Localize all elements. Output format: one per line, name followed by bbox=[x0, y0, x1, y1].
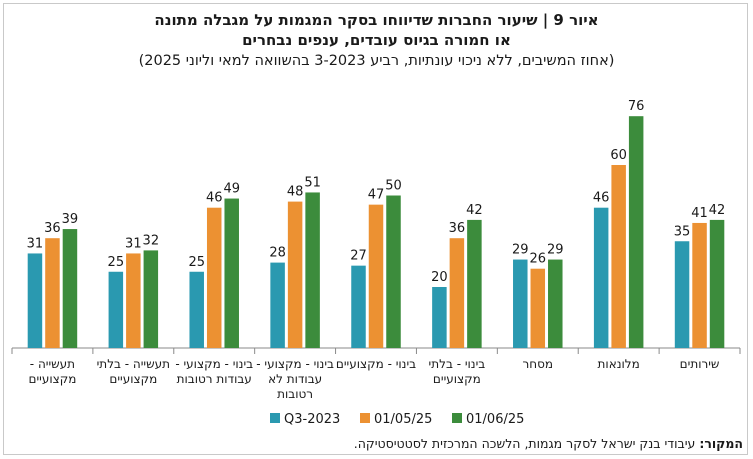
bar bbox=[108, 271, 124, 348]
data-label: 46 bbox=[206, 191, 223, 206]
legend-swatch bbox=[360, 413, 370, 423]
legend-label: 01/05/25 bbox=[374, 412, 432, 427]
data-label: 60 bbox=[610, 148, 627, 163]
bar bbox=[709, 219, 725, 348]
chart-subtitle: (אחוז המשיבים, ללא ניכוי עונתיות, רביע 3… bbox=[138, 53, 615, 69]
bar bbox=[351, 265, 366, 348]
category-label: מלונאות bbox=[598, 357, 640, 371]
bar bbox=[206, 207, 222, 348]
category-label: רטובות bbox=[277, 387, 313, 401]
data-label: 39 bbox=[62, 212, 79, 227]
bar bbox=[432, 287, 447, 348]
data-label: 46 bbox=[593, 191, 610, 206]
category-label: עבודות לא bbox=[268, 372, 322, 386]
data-label: 20 bbox=[431, 270, 448, 285]
category-label: מסחר bbox=[522, 357, 553, 371]
bar bbox=[386, 195, 401, 348]
legend-label: 01/06/25 bbox=[466, 412, 524, 427]
source-label: המקור: bbox=[699, 436, 743, 451]
data-label: 25 bbox=[188, 255, 205, 270]
bar bbox=[628, 116, 644, 348]
category-label: עבודות רטובות bbox=[177, 372, 252, 386]
legend-label: Q3-2023 bbox=[284, 412, 340, 427]
data-label: 32 bbox=[143, 233, 160, 248]
data-label: 35 bbox=[674, 224, 691, 239]
bar bbox=[126, 253, 141, 348]
category-label: מקצועיים bbox=[28, 372, 76, 386]
data-label: 31 bbox=[125, 236, 142, 251]
bar bbox=[611, 165, 626, 348]
category-label: מקצועיים bbox=[109, 372, 157, 386]
bar bbox=[27, 253, 43, 348]
data-label: 47 bbox=[368, 188, 385, 203]
bar bbox=[449, 238, 465, 348]
chart-frame bbox=[3, 3, 748, 455]
data-label: 50 bbox=[385, 179, 402, 194]
chart-title-line2: או חמורה בגיוס עובדים, ענפים נבחרים bbox=[242, 31, 511, 49]
category-label: בינוי - מקצועי - bbox=[175, 357, 253, 371]
category-label: מקצועיים bbox=[433, 372, 481, 386]
bar bbox=[548, 259, 563, 348]
bar bbox=[467, 219, 482, 348]
data-label: 49 bbox=[223, 182, 240, 197]
bar bbox=[45, 238, 60, 348]
data-label: 76 bbox=[628, 99, 645, 114]
data-label: 36 bbox=[44, 221, 61, 236]
bar bbox=[368, 204, 384, 348]
data-label: 28 bbox=[269, 246, 286, 261]
bar bbox=[305, 192, 320, 348]
data-label: 31 bbox=[27, 236, 44, 251]
category-label: בינוי - מקצועי - bbox=[256, 357, 334, 371]
bar bbox=[692, 222, 707, 348]
data-label: 29 bbox=[547, 243, 564, 258]
chart-title: איור 9 | שיעור החברות שדיווחו בסקר המגמו… bbox=[154, 11, 599, 29]
data-label: 27 bbox=[350, 249, 367, 264]
data-label: 42 bbox=[709, 203, 726, 218]
bar bbox=[593, 207, 609, 348]
bar bbox=[674, 241, 690, 348]
source-note: המקור: עיבודי בנק ישראל לסקר מגמות, הלשכ… bbox=[354, 436, 743, 451]
category-label: שירותים bbox=[680, 357, 720, 371]
bar bbox=[513, 259, 528, 348]
bar bbox=[189, 271, 204, 348]
bar bbox=[530, 268, 546, 348]
data-label: 42 bbox=[466, 203, 483, 218]
category-label: בינוי - בלתי bbox=[429, 357, 486, 371]
data-label: 26 bbox=[530, 252, 547, 267]
data-label: 48 bbox=[287, 185, 304, 200]
category-label: תעשייה - bbox=[30, 357, 75, 371]
data-label: 29 bbox=[512, 243, 529, 258]
bar bbox=[224, 198, 239, 348]
category-label: בינוי - מקצועיים bbox=[336, 357, 416, 371]
legend-swatch bbox=[452, 413, 462, 423]
data-label: 51 bbox=[304, 175, 321, 190]
bar bbox=[287, 201, 303, 348]
bar bbox=[143, 250, 159, 348]
bar bbox=[270, 262, 285, 348]
bar bbox=[62, 229, 78, 348]
data-label: 41 bbox=[691, 206, 708, 221]
data-label: 36 bbox=[449, 221, 466, 236]
source-text: עיבודי בנק ישראל לסקר מגמות, הלשכה המרכז… bbox=[353, 436, 696, 451]
category-label: תעשייה - בלתי bbox=[97, 357, 170, 371]
legend-swatch bbox=[270, 413, 280, 423]
data-label: 25 bbox=[108, 255, 125, 270]
chart-titles: איור 9 | שיעור החברות שדיווחו בסקר המגמו… bbox=[0, 8, 753, 72]
